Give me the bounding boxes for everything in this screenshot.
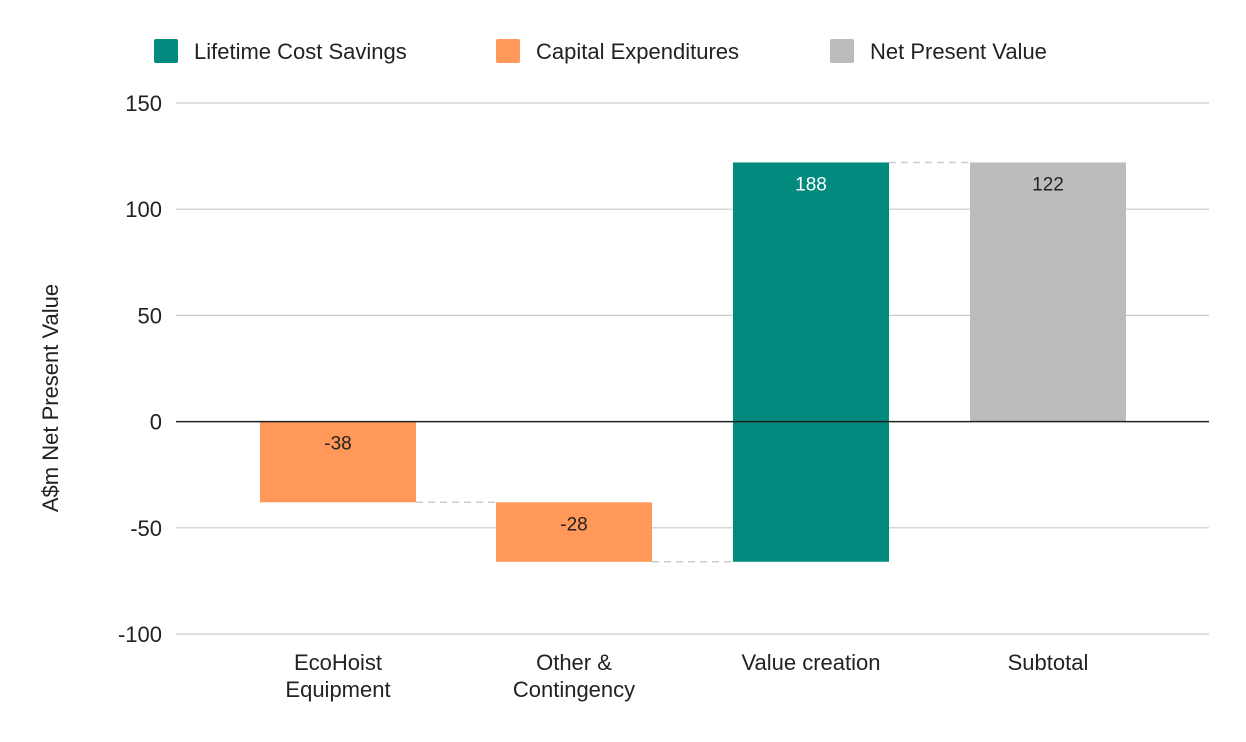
data-label-4: 122 [1032, 174, 1064, 195]
data-label-2: -28 [560, 514, 587, 535]
data-label-1: -38 [324, 434, 351, 455]
bar-1 [260, 421, 416, 503]
legend-swatch [154, 39, 178, 63]
bar-4 [970, 162, 1126, 422]
x-tick-label-line: Equipment [285, 677, 390, 702]
legend-swatch [830, 39, 854, 63]
x-tick-label-line: Contingency [513, 677, 635, 702]
y-tick-label: 100 [125, 197, 162, 222]
y-tick-label: 50 [138, 303, 162, 328]
x-tick-label: Other & Contingency [513, 650, 635, 702]
connector-lines [416, 161, 970, 563]
x-tick-label-line: Value creation [741, 650, 880, 675]
legend-label: Lifetime Cost Savings [194, 39, 407, 64]
x-tick-label: Value creation [741, 650, 880, 675]
legend: Lifetime Cost Savings Capital Expenditure… [154, 39, 1047, 64]
x-tick-label-line: Subtotal [1008, 650, 1089, 675]
bar-2 [496, 502, 652, 562]
legend-item: Net Present Value [830, 39, 1047, 64]
y-tick-label: -100 [118, 622, 162, 647]
legend-label: Capital Expenditures [536, 39, 739, 64]
x-axis-labels: EcoHoist Equipment Other & Contingency Value… [285, 650, 1088, 702]
bars [260, 162, 1126, 562]
x-tick-label: Subtotal [1008, 650, 1089, 675]
legend-item: Capital Expenditures [496, 39, 739, 64]
x-tick-label-line: EcoHoist [294, 650, 382, 675]
data-label-3: 188 [795, 174, 827, 195]
legend-swatch [496, 39, 520, 63]
y-tick-label: -50 [130, 516, 162, 541]
data-labels: -38 -28 188 122 [324, 174, 1064, 535]
x-tick-label: EcoHoist Equipment [285, 650, 390, 702]
y-axis-title: A$m Net Present Value [38, 284, 63, 512]
y-axis-ticks: 150 100 50 0 -50 -100 [118, 91, 162, 647]
y-tick-label: 150 [125, 91, 162, 116]
y-tick-label: 0 [150, 410, 162, 435]
legend-item: Lifetime Cost Savings [154, 39, 407, 64]
bar-3 [733, 162, 889, 562]
x-tick-label-line: Other & [536, 650, 612, 675]
legend-label: Net Present Value [870, 39, 1047, 64]
